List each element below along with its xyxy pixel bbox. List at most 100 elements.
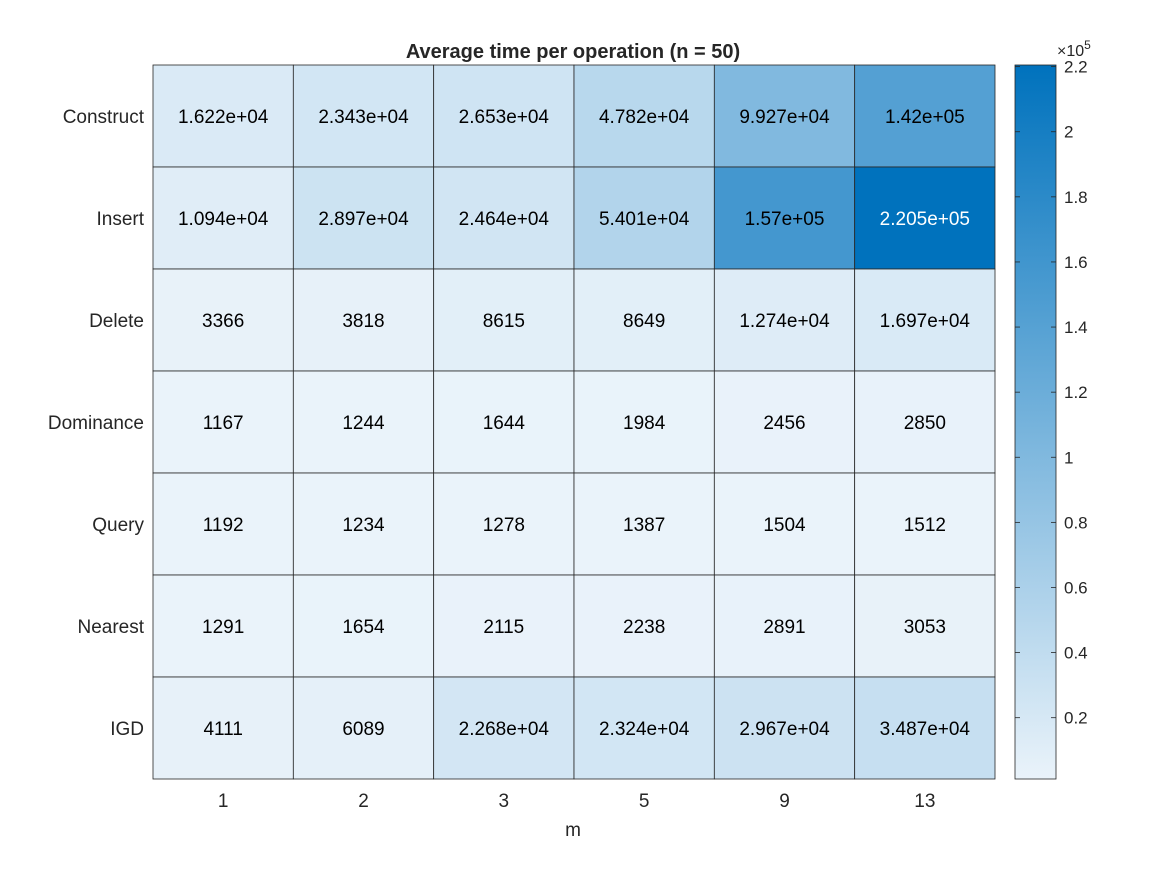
cell-value-label: 2115 (483, 617, 524, 638)
cell-value-label: 2.464e+04 (459, 209, 550, 230)
cell-value-label: 2891 (763, 617, 805, 638)
row-label: Delete (89, 311, 144, 332)
row-label: Insert (96, 209, 144, 230)
heatmap-cell (713, 574, 856, 678)
cell-value-label: 8615 (483, 311, 525, 332)
cell-value-label: 3366 (202, 311, 244, 332)
heatmap-cell (854, 268, 996, 372)
heatmap-cell (713, 268, 856, 372)
colorbar-tick-label: 1.4 (1064, 318, 1088, 337)
column-label: 9 (779, 791, 790, 812)
heatmap-cell (713, 64, 856, 168)
cell-value-label: 1.57e+05 (745, 209, 825, 230)
colorbar-tick-label: 1.8 (1064, 188, 1088, 207)
heatmap-cell (713, 472, 856, 576)
cell-value-label: 1644 (483, 413, 526, 434)
heatmap-cell (854, 64, 996, 168)
heatmap-cell (152, 472, 294, 576)
heatmap-cell (433, 676, 575, 780)
cell-value-label: 5.401e+04 (599, 209, 690, 230)
cell-value-label: 1.094e+04 (178, 209, 269, 230)
heatmap-cell (292, 64, 435, 168)
cell-value-label: 1.622e+04 (178, 107, 269, 128)
heatmap-cell (573, 64, 715, 168)
cell-value-label: 2.324e+04 (599, 719, 690, 740)
colorbar: 0.2 0.4 0.6 0.8 1 1.2 1.4 1.6 1.8 2 2.2×105 (1014, 38, 1091, 780)
cell-value-label: 2.343e+04 (318, 107, 409, 128)
column-label: 1 (218, 791, 229, 812)
cell-value-label: 2238 (623, 617, 665, 638)
cell-value-label: 1654 (342, 617, 385, 638)
colorbar-tick-label: 1.2 (1064, 383, 1088, 402)
heatmap-cell-labels: 1.622e+04 2.343e+04 2.653e+04 4.782e+04 9.92… (178, 107, 970, 740)
cell-value-label: 1278 (483, 515, 525, 536)
heatmap-cell (292, 676, 435, 780)
row-label: IGD (110, 719, 144, 740)
heatmap-cells (152, 64, 996, 780)
row-labels: Construct Insert Delete Dominance Query Neare… (48, 107, 145, 740)
heatmap-cell (854, 574, 996, 678)
x-axis-label: m (565, 820, 581, 841)
cell-value-label: 4111 (203, 719, 242, 740)
cell-value-label: 1.42e+05 (885, 107, 965, 128)
column-label: 3 (499, 791, 510, 812)
row-label: Construct (63, 107, 145, 128)
colorbar-gradient (1014, 64, 1057, 780)
cell-value-label: 9.927e+04 (739, 107, 830, 128)
cell-value-label: 2.967e+04 (739, 719, 830, 740)
heatmap-cell (573, 574, 715, 678)
colorbar-tick-label: 1 (1064, 448, 1073, 467)
heatmap-cell (713, 370, 856, 474)
heatmap-cell (152, 574, 294, 678)
cell-value-label: 1512 (904, 515, 946, 536)
heatmap-cell (433, 268, 575, 372)
heatmap-cell (433, 64, 575, 168)
cell-value-label: 1504 (763, 515, 806, 536)
cell-value-label: 3.487e+04 (880, 719, 971, 740)
cell-value-label: 2456 (763, 413, 805, 434)
cell-value-label: 1234 (342, 515, 385, 536)
colorbar-tick-label: 0.8 (1064, 513, 1088, 532)
cell-value-label: 1.274e+04 (739, 311, 830, 332)
colorbar-tick-label: 2.2 (1064, 58, 1088, 77)
heatmap-cell (854, 370, 996, 474)
heatmap-cell (292, 370, 435, 474)
row-label: Nearest (77, 617, 144, 638)
cell-value-label: 4.782e+04 (599, 107, 690, 128)
cell-value-label: 3053 (904, 617, 946, 638)
column-label: 5 (639, 791, 650, 812)
heatmap-cell (292, 268, 435, 372)
cell-value-label: 1387 (623, 515, 665, 536)
heatmap-cell (854, 676, 996, 780)
row-label: Query (92, 515, 144, 536)
heatmap-cell (433, 370, 575, 474)
cell-value-label: 2.653e+04 (459, 107, 550, 128)
cell-value-label: 8649 (623, 311, 665, 332)
heatmap-cell (854, 472, 996, 576)
heatmap-cell (573, 676, 715, 780)
colorbar-exponent-label: ×105 (1057, 38, 1091, 60)
heatmap-cell (573, 370, 715, 474)
heatmap-cell (152, 676, 294, 780)
colorbar-tick-label: 2 (1064, 123, 1073, 142)
column-label: 2 (358, 791, 369, 812)
heatmap-cell (152, 64, 294, 168)
cell-value-label: 2.205e+05 (880, 209, 970, 230)
cell-value-label: 1244 (342, 413, 385, 434)
cell-value-label: 3818 (342, 311, 384, 332)
cell-value-label: 1984 (623, 413, 666, 434)
cell-value-label: 1167 (203, 413, 244, 434)
colorbar-tick-label: 0.2 (1064, 709, 1088, 728)
colorbar-tick-label: 0.4 (1064, 644, 1088, 663)
cell-value-label: 1192 (203, 515, 244, 536)
cell-value-label: 2.268e+04 (459, 719, 550, 740)
heatmap-cell (573, 268, 715, 372)
column-label: 13 (914, 791, 935, 812)
heatmap-cell (152, 268, 294, 372)
heatmap-cell (854, 166, 996, 270)
cell-value-label: 2.897e+04 (318, 209, 409, 230)
heatmap-cell (433, 472, 575, 576)
cell-value-label: 1291 (202, 617, 244, 638)
colorbar-tick-label: 0.6 (1064, 578, 1088, 597)
